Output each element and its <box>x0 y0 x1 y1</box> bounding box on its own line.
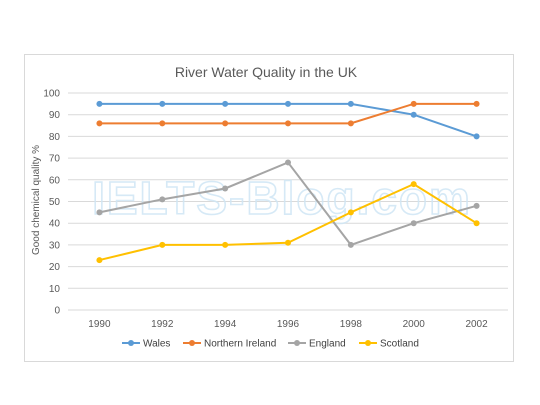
data-point <box>347 120 354 127</box>
data-point <box>347 241 354 248</box>
y-tick-label: 20 <box>49 262 61 273</box>
data-point <box>473 100 480 107</box>
data-point <box>285 100 291 107</box>
legend-marker <box>365 340 371 346</box>
y-tick-label: 70 <box>49 154 61 165</box>
data-point <box>159 241 166 248</box>
y-tick-label: 30 <box>49 240 61 251</box>
data-point <box>347 100 354 107</box>
y-tick-label: 80 <box>49 132 61 143</box>
watermark: IELTS-Blog.com <box>92 172 472 224</box>
legend-marker <box>189 340 195 346</box>
y-tick-label: 100 <box>43 89 60 100</box>
chart-frame <box>24 54 514 362</box>
x-tick-labels: 1990 1992 1994 1996 1998 2000 2002 <box>88 319 488 330</box>
x-tick-label: 1994 <box>214 319 237 330</box>
data-point <box>410 220 417 227</box>
data-point <box>410 111 417 118</box>
legend-item: Wales <box>122 339 170 350</box>
data-point <box>96 257 103 264</box>
legend-label: Scotland <box>380 339 419 350</box>
x-tick-label: 1996 <box>277 319 300 330</box>
data-point <box>96 209 103 216</box>
data-point <box>96 100 103 107</box>
legend-label: Northern Ireland <box>204 339 276 350</box>
data-point <box>222 100 229 107</box>
y-tick-label: 40 <box>49 219 61 230</box>
x-tick-label: 1998 <box>340 319 363 330</box>
x-tick-label: 2002 <box>465 319 488 330</box>
y-tick-label: 60 <box>49 175 61 186</box>
y-tick-label: 10 <box>49 284 61 295</box>
data-point <box>222 120 229 127</box>
gridlines <box>68 92 508 311</box>
y-axis-label: Good chemical quality % <box>31 145 42 255</box>
data-point <box>222 241 229 248</box>
data-point <box>159 196 166 203</box>
legend-label: Wales <box>143 339 170 350</box>
data-point <box>159 100 166 107</box>
data-point <box>159 120 166 127</box>
series-northern-ireland <box>96 100 480 127</box>
data-point <box>410 100 417 107</box>
series-england <box>96 159 480 248</box>
x-tick-label: 2000 <box>403 319 426 330</box>
data-point <box>410 181 417 188</box>
y-tick-label: 0 <box>54 306 60 317</box>
data-point <box>347 209 354 216</box>
legend-item: England <box>288 339 346 350</box>
chart-title: River Water Quality in the UK <box>175 64 358 80</box>
data-point <box>285 239 291 246</box>
data-point <box>473 133 480 140</box>
data-point <box>222 185 229 192</box>
legend-marker <box>128 340 134 346</box>
data-point <box>285 159 291 166</box>
legend: Wales Northern Ireland England Scotland <box>122 339 419 350</box>
legend-label: England <box>309 339 346 350</box>
y-tick-label: 50 <box>49 197 61 208</box>
series-scotland <box>96 181 480 264</box>
data-point <box>473 220 480 227</box>
series-line <box>99 102 477 138</box>
data-point <box>285 120 291 127</box>
series-lines <box>96 100 480 264</box>
x-tick-label: 1990 <box>88 319 111 330</box>
data-point <box>473 202 480 209</box>
y-tick-labels: 0 10 20 30 40 50 60 70 80 90 100 <box>43 89 60 317</box>
legend-item: Northern Ireland <box>183 339 276 350</box>
series-wales <box>96 100 480 140</box>
data-point <box>96 120 103 127</box>
legend-item: Scotland <box>359 339 419 350</box>
legend-marker <box>294 340 300 346</box>
y-tick-label: 90 <box>49 110 61 121</box>
x-tick-label: 1992 <box>151 319 174 330</box>
